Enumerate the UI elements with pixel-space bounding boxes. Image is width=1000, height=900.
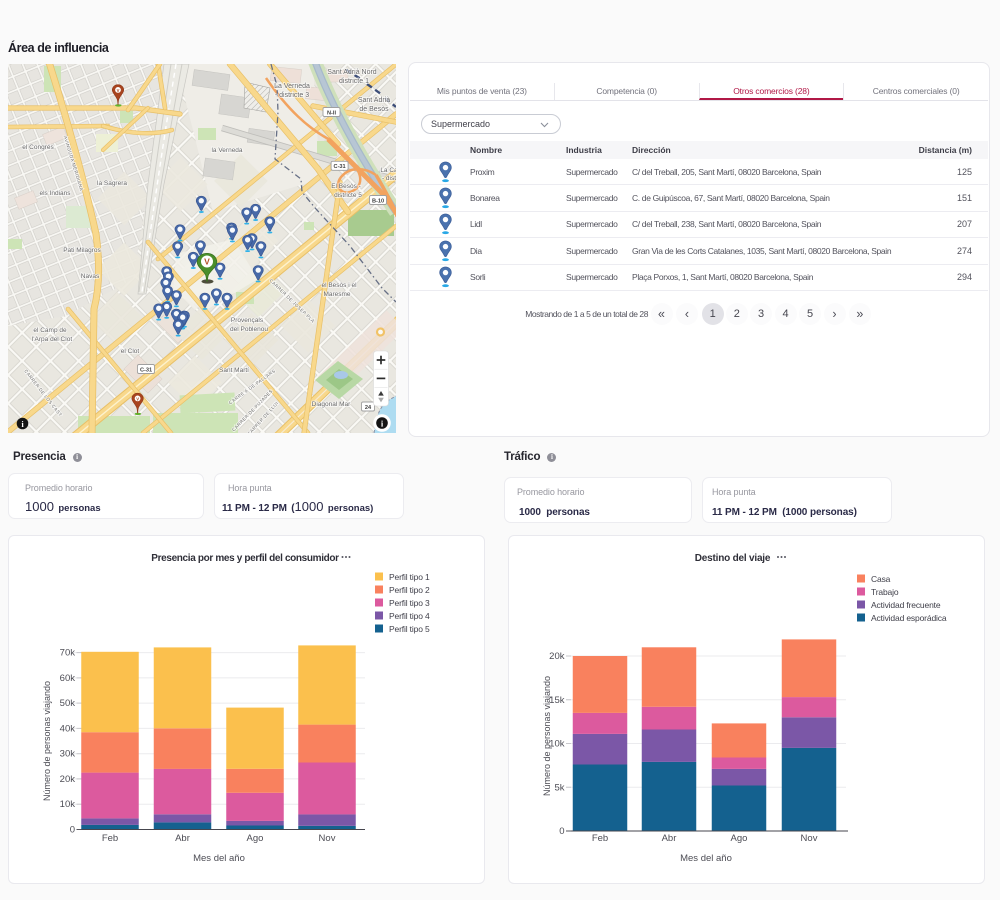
svg-text:Perfil tipo 5: Perfil tipo 5 xyxy=(389,624,430,634)
svg-text:de Besòs: de Besòs xyxy=(359,106,389,113)
svg-text:- districte 3: - districte 3 xyxy=(275,92,309,99)
svg-text:70k: 70k xyxy=(60,648,76,659)
svg-text:Número de personas viajando: Número de personas viajando xyxy=(42,681,52,801)
svg-text:el Clot: el Clot xyxy=(121,348,140,355)
svg-text:els Indians: els Indians xyxy=(39,190,71,197)
svg-text:60k: 60k xyxy=(60,673,76,684)
svg-text:del Poblenou: del Poblenou xyxy=(230,326,268,333)
svg-text:Número de personas viajando: Número de personas viajando xyxy=(542,676,552,796)
svg-text:Trabajo: Trabajo xyxy=(871,587,899,597)
svg-text:i: i xyxy=(21,419,24,429)
svg-text:Actividad esporádica: Actividad esporádica xyxy=(871,613,947,623)
svg-text:30k: 30k xyxy=(60,749,76,760)
svg-text:i: i xyxy=(381,418,384,428)
svg-text:C-31: C-31 xyxy=(140,367,152,373)
svg-text:Mes del año: Mes del año xyxy=(193,853,245,864)
svg-text:l'Arpa del Clot: l'Arpa del Clot xyxy=(32,336,72,343)
svg-text:el Camp de: el Camp de xyxy=(33,327,67,334)
svg-text:Feb: Feb xyxy=(592,833,608,844)
svg-text:50k: 50k xyxy=(60,698,76,709)
svg-text:Provençals: Provençals xyxy=(231,317,264,324)
svg-text:Diagonal Mar: Diagonal Mar xyxy=(312,401,351,408)
svg-text:Sant Adrià: Sant Adrià xyxy=(358,97,390,104)
svg-text:Perfil tipo 4: Perfil tipo 4 xyxy=(389,611,430,621)
svg-text:Sant Martí: Sant Martí xyxy=(219,367,249,374)
svg-text:5k: 5k xyxy=(554,782,564,793)
svg-text:el Besòs i el: el Besòs i el xyxy=(321,282,357,289)
svg-text:Pati Milagros: Pati Milagros xyxy=(63,247,101,254)
svg-text:Mes del año: Mes del año xyxy=(680,853,732,864)
svg-text:Navas: Navas xyxy=(81,273,100,280)
svg-text:Ago: Ago xyxy=(731,833,748,844)
svg-text:Maresme: Maresme xyxy=(323,291,350,298)
svg-text:Sant Adrià Nord: Sant Adrià Nord xyxy=(327,69,377,76)
svg-text:V: V xyxy=(117,88,120,93)
svg-text:districte 1: districte 1 xyxy=(339,78,369,85)
svg-text:Actividad frecuente: Actividad frecuente xyxy=(871,600,941,610)
svg-text:10k: 10k xyxy=(549,739,565,750)
svg-text:Nov: Nov xyxy=(801,833,818,844)
svg-text:La Verneda: La Verneda xyxy=(274,83,310,90)
svg-text:Casa: Casa xyxy=(871,574,891,584)
svg-text:20k: 20k xyxy=(60,774,76,785)
svg-text:el Congrés: el Congrés xyxy=(22,144,54,151)
svg-text:El Besòs -: El Besòs - xyxy=(331,183,361,190)
svg-text:24: 24 xyxy=(365,405,372,411)
svg-text:Nov: Nov xyxy=(319,833,336,844)
svg-text:C-31: C-31 xyxy=(334,164,346,170)
svg-text:N-II: N-II xyxy=(327,110,336,116)
svg-text:Abr: Abr xyxy=(662,833,677,844)
svg-text:Ago: Ago xyxy=(247,833,264,844)
svg-text:0: 0 xyxy=(70,825,75,836)
svg-text:B-10: B-10 xyxy=(372,198,384,204)
svg-text:Presencia por mes y perfil del: Presencia por mes y perfil del consumido… xyxy=(151,553,339,564)
svg-text:40k: 40k xyxy=(60,723,76,734)
svg-text:- dist: - dist xyxy=(382,175,396,182)
svg-text:La Ca: La Ca xyxy=(380,167,396,174)
svg-text:Feb: Feb xyxy=(102,833,118,844)
svg-text:Abr: Abr xyxy=(175,833,190,844)
svg-text:10k: 10k xyxy=(60,799,76,810)
svg-text:15k: 15k xyxy=(549,695,565,706)
svg-text:Perfil tipo 2: Perfil tipo 2 xyxy=(389,585,430,595)
svg-text:V: V xyxy=(136,396,139,401)
svg-text:Destino del viaje: Destino del viaje xyxy=(695,553,771,564)
svg-text:Perfil tipo 1: Perfil tipo 1 xyxy=(389,572,430,582)
svg-text:Perfil tipo 3: Perfil tipo 3 xyxy=(389,598,430,608)
svg-text:la Verneda: la Verneda xyxy=(211,147,242,154)
svg-text:V: V xyxy=(204,257,210,267)
svg-text:districte 5: districte 5 xyxy=(334,192,362,199)
svg-text:0: 0 xyxy=(559,826,564,837)
svg-text:20k: 20k xyxy=(549,651,565,662)
svg-text:la Sagrera: la Sagrera xyxy=(97,180,127,187)
